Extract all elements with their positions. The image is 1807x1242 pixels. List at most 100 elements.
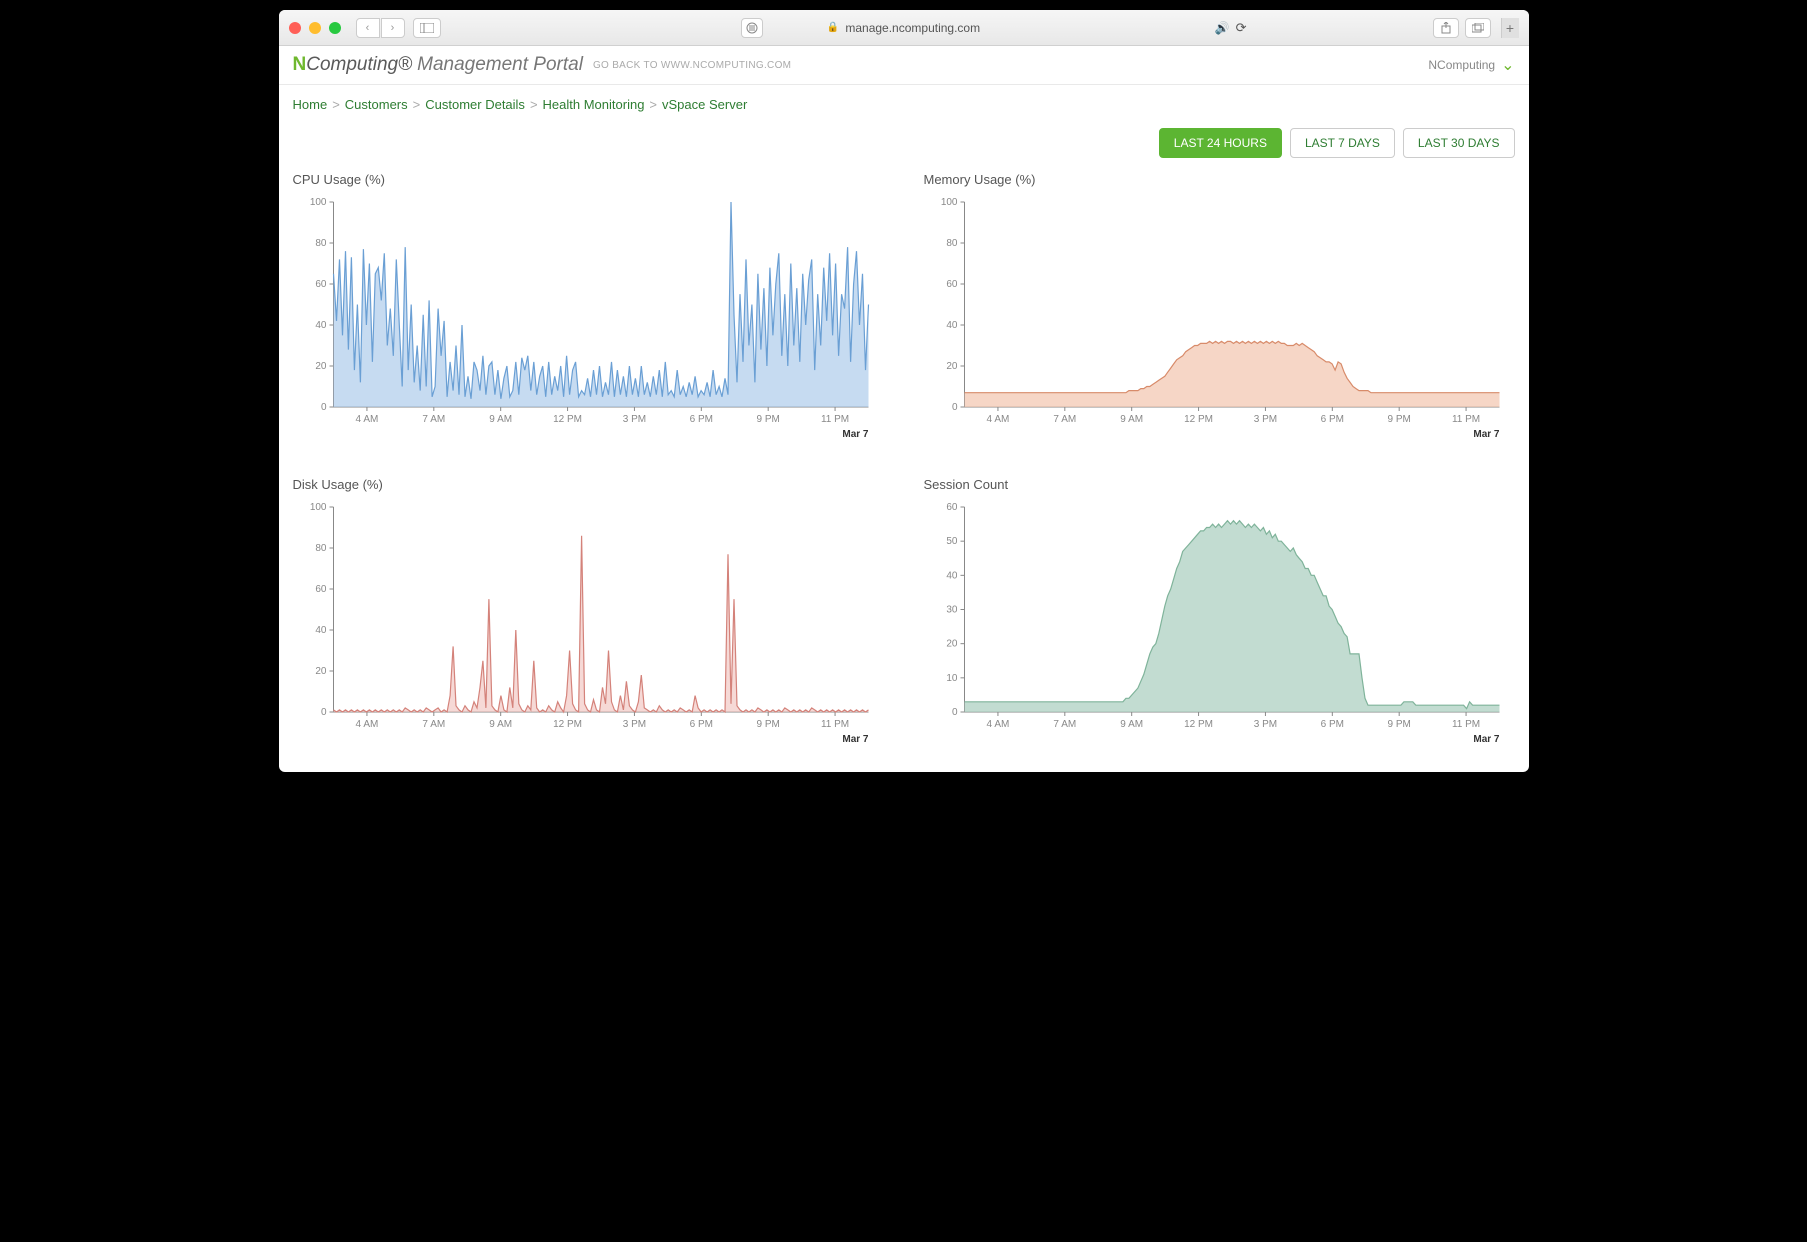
breadcrumb-item[interactable]: Health Monitoring — [543, 97, 645, 112]
svg-text:3 PM: 3 PM — [622, 719, 645, 730]
svg-text:60: 60 — [946, 279, 958, 290]
svg-text:12 PM: 12 PM — [1184, 414, 1213, 425]
goback-link[interactable]: GO BACK TO WWW.NCOMPUTING.COM — [593, 60, 791, 71]
logo: NComputing® — [293, 54, 413, 76]
nav-buttons: ‹ › — [356, 18, 405, 38]
window-controls — [289, 22, 341, 34]
chart-canvas-memory: 0204060801004 AM7 AM9 AM12 PM3 PM6 PM9 P… — [924, 197, 1515, 447]
charts-grid: CPU Usage (%) 0204060801004 AM7 AM9 AM12… — [279, 172, 1529, 772]
svg-text:100: 100 — [309, 197, 326, 208]
svg-text:7 AM: 7 AM — [422, 719, 445, 730]
svg-text:6 PM: 6 PM — [1320, 414, 1343, 425]
breadcrumb: Home > Customers > Customer Details > Health M… — [279, 85, 1529, 124]
svg-text:20: 20 — [315, 361, 327, 372]
new-tab-button[interactable]: + — [1501, 18, 1519, 38]
chart-canvas-cpu: 0204060801004 AM7 AM9 AM12 PM3 PM6 PM9 P… — [293, 197, 884, 447]
breadcrumb-item[interactable]: Home — [293, 97, 328, 112]
forward-button[interactable]: › — [381, 18, 405, 38]
chart-canvas-session: 01020304050604 AM7 AM9 AM12 PM3 PM6 PM9 … — [924, 502, 1515, 752]
svg-text:6 PM: 6 PM — [1320, 719, 1343, 730]
svg-text:9 PM: 9 PM — [1387, 414, 1410, 425]
svg-text:3 PM: 3 PM — [1253, 414, 1276, 425]
svg-text:3 PM: 3 PM — [1253, 719, 1276, 730]
svg-text:40: 40 — [946, 320, 958, 331]
svg-text:60: 60 — [946, 502, 958, 513]
svg-text:30: 30 — [946, 605, 958, 616]
svg-text:0: 0 — [951, 402, 957, 413]
close-window-button[interactable] — [289, 22, 301, 34]
svg-text:9 AM: 9 AM — [489, 719, 512, 730]
svg-text:9 PM: 9 PM — [756, 719, 779, 730]
svg-text:50: 50 — [946, 536, 958, 547]
svg-text:3 PM: 3 PM — [622, 414, 645, 425]
svg-text:12 PM: 12 PM — [553, 414, 582, 425]
chart-title: Session Count — [924, 477, 1515, 492]
breadcrumb-separator: > — [649, 97, 657, 112]
svg-text:Mar 7: Mar 7 — [842, 734, 869, 745]
tabs-button[interactable] — [1465, 18, 1491, 38]
chart-session: Session Count 01020304050604 AM7 AM9 AM1… — [924, 477, 1515, 752]
breadcrumb-separator: > — [332, 97, 340, 112]
back-button[interactable]: ‹ — [356, 18, 380, 38]
url-bar[interactable]: 🔒 manage.ncomputing.com — [827, 21, 980, 35]
reload-button[interactable]: ⟳ — [1236, 20, 1247, 36]
svg-text:20: 20 — [315, 666, 327, 677]
user-label: NComputing — [1428, 58, 1495, 72]
time-range-button[interactable]: LAST 7 DAYS — [1290, 128, 1395, 158]
svg-text:60: 60 — [315, 584, 327, 595]
svg-text:40: 40 — [946, 570, 958, 581]
time-range-button[interactable]: LAST 24 HOURS — [1159, 128, 1282, 158]
svg-text:11 PM: 11 PM — [820, 414, 848, 425]
svg-text:4 AM: 4 AM — [355, 414, 378, 425]
portal-title: Management Portal — [417, 54, 583, 76]
svg-text:0: 0 — [320, 402, 326, 413]
svg-text:20: 20 — [946, 639, 958, 650]
time-range-button[interactable]: LAST 30 DAYS — [1403, 128, 1515, 158]
chart-title: CPU Usage (%) — [293, 172, 884, 187]
svg-text:9 PM: 9 PM — [756, 414, 779, 425]
svg-text:4 AM: 4 AM — [986, 719, 1009, 730]
svg-text:0: 0 — [320, 707, 326, 718]
browser-title-bar: ‹ › 🔒 manage.ncomputing.com 🔊 ⟳ + — [279, 10, 1529, 46]
browser-window: ‹ › 🔒 manage.ncomputing.com 🔊 ⟳ + — [279, 10, 1529, 772]
breadcrumb-item[interactable]: Customer Details — [425, 97, 525, 112]
svg-text:11 PM: 11 PM — [1451, 719, 1479, 730]
breadcrumb-item[interactable]: vSpace Server — [662, 97, 747, 112]
app-header: NComputing® Management Portal GO BACK TO… — [279, 46, 1529, 85]
time-range-buttons: LAST 24 HOURS LAST 7 DAYS LAST 30 DAYS — [279, 124, 1529, 172]
svg-text:0: 0 — [951, 707, 957, 718]
svg-text:40: 40 — [315, 625, 327, 636]
chart-canvas-disk: 0204060801004 AM7 AM9 AM12 PM3 PM6 PM9 P… — [293, 502, 884, 752]
svg-text:6 PM: 6 PM — [689, 719, 712, 730]
svg-text:7 AM: 7 AM — [422, 414, 445, 425]
chart-title: Disk Usage (%) — [293, 477, 884, 492]
svg-text:9 PM: 9 PM — [1387, 719, 1410, 730]
svg-text:80: 80 — [315, 543, 327, 554]
reader-button[interactable] — [741, 18, 763, 38]
user-menu[interactable]: NComputing ⌄ — [1428, 55, 1514, 75]
svg-text:11 PM: 11 PM — [820, 719, 848, 730]
svg-text:9 AM: 9 AM — [1120, 414, 1143, 425]
svg-text:12 PM: 12 PM — [1184, 719, 1213, 730]
svg-text:100: 100 — [940, 197, 957, 208]
svg-text:12 PM: 12 PM — [553, 719, 582, 730]
svg-text:20: 20 — [946, 361, 958, 372]
svg-text:10: 10 — [946, 673, 958, 684]
chart-disk: Disk Usage (%) 0204060801004 AM7 AM9 AM1… — [293, 477, 884, 752]
sound-icon[interactable]: 🔊 — [1215, 21, 1230, 35]
svg-text:Mar 7: Mar 7 — [842, 429, 869, 440]
svg-text:6 PM: 6 PM — [689, 414, 712, 425]
share-button[interactable] — [1433, 18, 1459, 38]
svg-text:80: 80 — [946, 238, 958, 249]
svg-text:80: 80 — [315, 238, 327, 249]
sidebar-toggle-button[interactable] — [413, 18, 441, 38]
chart-cpu: CPU Usage (%) 0204060801004 AM7 AM9 AM12… — [293, 172, 884, 447]
maximize-window-button[interactable] — [329, 22, 341, 34]
svg-text:4 AM: 4 AM — [986, 414, 1009, 425]
svg-text:9 AM: 9 AM — [489, 414, 512, 425]
minimize-window-button[interactable] — [309, 22, 321, 34]
svg-text:100: 100 — [309, 502, 326, 513]
breadcrumb-separator: > — [413, 97, 421, 112]
breadcrumb-item[interactable]: Customers — [345, 97, 408, 112]
breadcrumb-separator: > — [530, 97, 538, 112]
